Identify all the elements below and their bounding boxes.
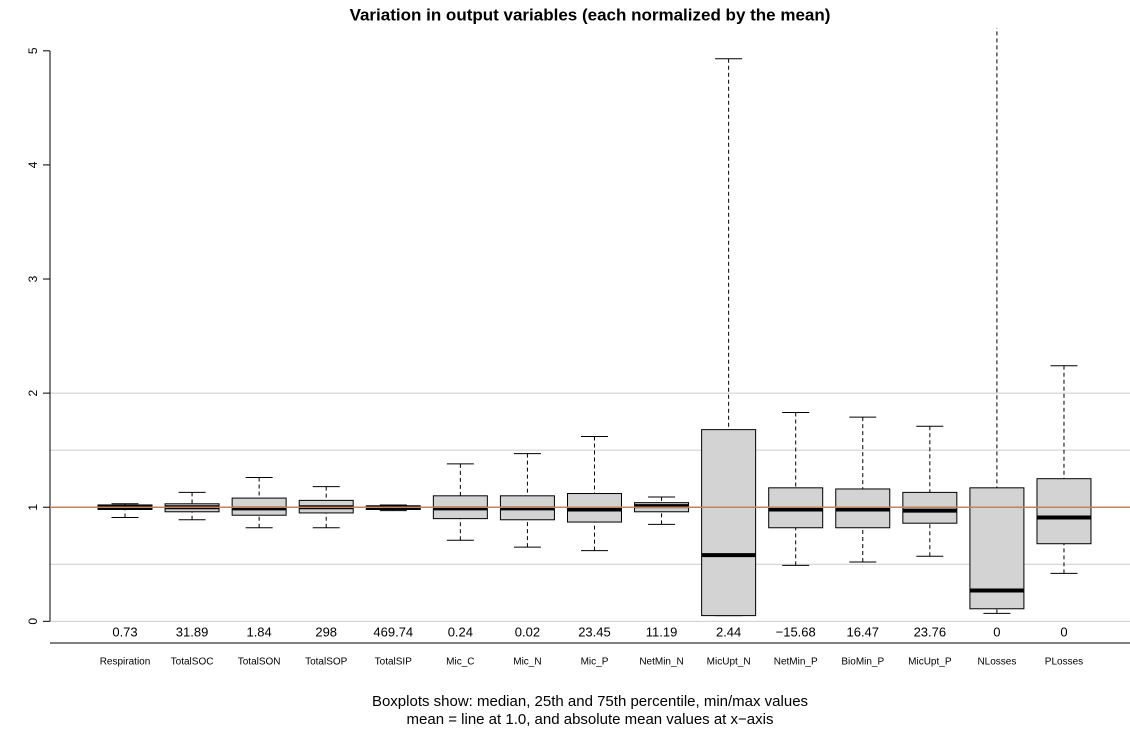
footnote: Boxplots show: median, 25th and 75th per… [372,693,808,710]
mean-label: 2.44 [716,624,741,639]
chart-title: Variation in output variables (each norm… [350,5,831,24]
x-tick-label: Mic_C [446,657,474,668]
mean-label: −15.68 [776,624,816,639]
y-tick-label: 1 [26,504,40,511]
x-tick-label: Respiration [100,657,151,668]
x-tick-label: TotalSIP [375,657,413,668]
x-tick-label: NetMin_P [774,657,818,668]
x-tick-label: NetMin_N [639,657,683,668]
x-tick-label: Mic_N [513,657,541,668]
mean-label: 31.89 [176,624,209,639]
x-tick-label: TotalSON [238,657,281,668]
x-tick-label: MicUpt_N [707,657,751,668]
mean-label: 469.74 [373,624,413,639]
footnote: mean = line at 1.0, and absolute mean va… [407,711,774,728]
mean-label: 298 [315,624,337,639]
mean-label: 23.76 [914,624,947,639]
mean-label: 11.19 [646,624,678,639]
mean-label: 0.24 [448,624,473,639]
mean-label: 0.02 [515,624,540,639]
box [701,429,757,617]
x-tick-label: TotalSOC [171,657,214,668]
mean-label: 0.73 [112,624,137,639]
x-tick-label: NLosses [977,657,1016,668]
mean-label: 23.45 [578,624,611,639]
x-tick-label: TotalSOP [305,657,348,668]
y-tick-label: 5 [26,47,40,54]
mean-label: 0 [993,624,1000,639]
mean-label: 1.84 [246,624,271,639]
x-tick-label: BioMin_P [841,657,884,668]
mean-label: 0 [1060,624,1067,639]
y-tick-label: 2 [26,389,40,396]
x-tick-label: Mic_P [581,657,609,668]
x-tick-label: MicUpt_P [908,657,952,668]
y-tick-label: 0 [26,618,40,625]
box [1036,478,1092,545]
mean-label: 16.47 [846,624,879,639]
y-tick-label: 4 [26,161,40,168]
y-tick-label: 3 [26,275,40,282]
x-tick-label: PLosses [1045,657,1083,668]
plot-area [97,28,1092,617]
